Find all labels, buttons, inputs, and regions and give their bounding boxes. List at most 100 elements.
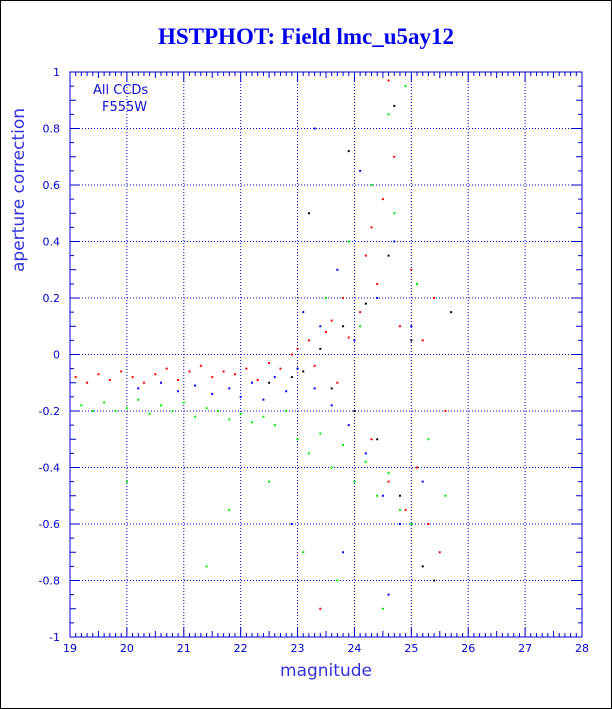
data-point bbox=[421, 565, 424, 568]
data-point bbox=[370, 226, 373, 229]
data-point bbox=[330, 466, 333, 469]
data-point bbox=[273, 376, 276, 379]
data-point bbox=[262, 398, 265, 401]
data-point bbox=[381, 494, 384, 497]
data-point bbox=[347, 150, 350, 153]
data-point bbox=[427, 438, 430, 441]
axis-ticks bbox=[69, 71, 583, 638]
data-point bbox=[381, 198, 384, 201]
data-point bbox=[410, 325, 413, 328]
data-point bbox=[330, 319, 333, 322]
data-point bbox=[307, 452, 310, 455]
data-point bbox=[114, 410, 117, 412]
data-point bbox=[148, 412, 151, 415]
data-point bbox=[262, 415, 265, 418]
data-point bbox=[387, 472, 390, 475]
data-point bbox=[416, 282, 419, 285]
data-point bbox=[376, 297, 379, 299]
data-point bbox=[376, 494, 379, 497]
data-point bbox=[108, 378, 111, 381]
x-tick-label: 26 bbox=[461, 642, 475, 655]
data-point bbox=[319, 347, 322, 350]
data-point bbox=[393, 240, 396, 243]
data-point bbox=[364, 452, 367, 455]
data-point bbox=[325, 297, 327, 299]
data-point bbox=[330, 404, 333, 407]
data-point bbox=[387, 593, 390, 596]
data-point bbox=[120, 370, 123, 373]
data-point bbox=[393, 212, 396, 215]
data-point bbox=[381, 607, 384, 610]
data-point bbox=[342, 443, 345, 446]
data-point bbox=[404, 508, 407, 511]
data-point bbox=[194, 415, 197, 418]
data-point bbox=[319, 432, 322, 435]
data-point bbox=[336, 579, 339, 582]
data-point bbox=[421, 480, 424, 483]
data-point bbox=[342, 551, 345, 554]
data-point bbox=[450, 311, 453, 314]
data-point bbox=[370, 184, 373, 186]
data-point bbox=[342, 325, 345, 328]
data-point bbox=[376, 282, 379, 285]
data-point bbox=[410, 339, 413, 342]
data-point bbox=[74, 376, 77, 379]
data-point bbox=[427, 523, 430, 525]
data-point bbox=[370, 438, 373, 441]
data-point bbox=[228, 387, 231, 390]
data-point bbox=[393, 155, 396, 158]
data-point bbox=[268, 361, 271, 364]
x-tick-label: 27 bbox=[518, 642, 532, 655]
data-point bbox=[290, 376, 293, 379]
data-point bbox=[228, 508, 231, 511]
data-point bbox=[268, 480, 271, 483]
data-point bbox=[302, 370, 305, 373]
data-point bbox=[285, 390, 288, 393]
data-point bbox=[387, 480, 390, 483]
data-point bbox=[142, 381, 145, 384]
data-point bbox=[347, 424, 350, 427]
data-point bbox=[80, 404, 83, 407]
data-point bbox=[410, 268, 413, 271]
x-tick-label: 24 bbox=[347, 642, 361, 655]
data-point bbox=[251, 421, 254, 424]
x-tick-label: 23 bbox=[291, 642, 305, 655]
data-point bbox=[336, 268, 339, 271]
annotation-filter: F555W bbox=[102, 100, 147, 115]
data-point bbox=[233, 373, 236, 376]
y-tick-label: -0.6 bbox=[39, 518, 60, 531]
data-point bbox=[325, 330, 327, 333]
data-point bbox=[307, 339, 310, 342]
data-point bbox=[290, 523, 293, 525]
data-point bbox=[97, 373, 100, 376]
x-tick-labels: 19 20 21 22 23 24 25 26 27 28 bbox=[63, 642, 589, 655]
data-point bbox=[239, 412, 242, 415]
data-point bbox=[199, 364, 202, 367]
data-point bbox=[177, 378, 180, 381]
data-point bbox=[398, 325, 401, 328]
data-point bbox=[330, 387, 333, 390]
y-tick-label: 1 bbox=[53, 66, 60, 79]
y-tick-label: 0.4 bbox=[43, 236, 61, 249]
y-tick-label: 0.8 bbox=[43, 123, 61, 136]
data-point bbox=[216, 410, 219, 412]
y-tick-label: 0 bbox=[53, 349, 60, 362]
data-point bbox=[125, 480, 128, 483]
data-point bbox=[364, 460, 367, 463]
data-point bbox=[313, 127, 316, 130]
data-point bbox=[359, 169, 362, 172]
data-point bbox=[211, 393, 214, 396]
data-point bbox=[433, 579, 436, 582]
data-point bbox=[245, 367, 248, 370]
data-point bbox=[438, 551, 441, 554]
data-point bbox=[364, 302, 367, 305]
data-point bbox=[387, 254, 390, 257]
grid-lines bbox=[70, 72, 582, 637]
x-tick-label: 25 bbox=[404, 642, 418, 655]
data-point bbox=[359, 325, 362, 328]
data-point bbox=[205, 407, 208, 410]
data-point bbox=[404, 85, 407, 88]
data-point bbox=[353, 410, 356, 412]
data-point bbox=[387, 113, 390, 116]
